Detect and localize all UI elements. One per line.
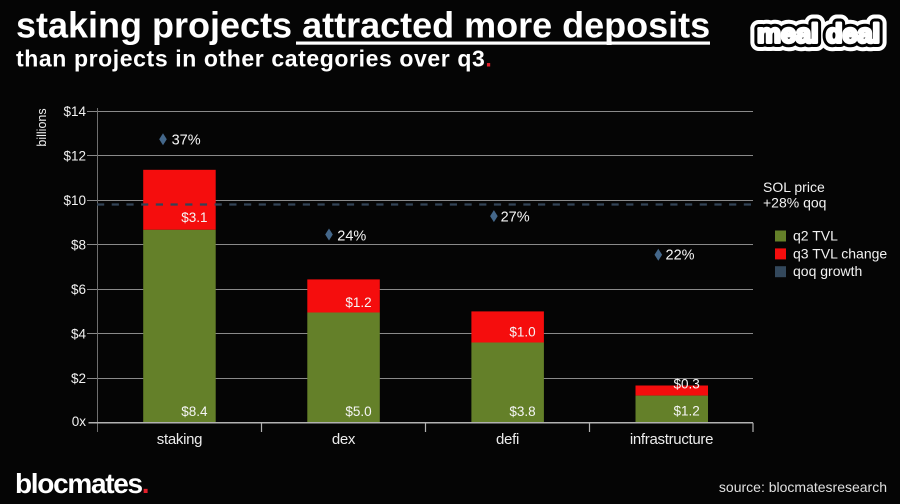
svg-text:$8: $8 [71, 238, 86, 253]
svg-text:meal deal: meal deal [757, 19, 880, 49]
svg-text:24%: 24% [337, 229, 366, 245]
svg-text:$14: $14 [63, 104, 86, 119]
svg-text:37%: 37% [172, 133, 201, 149]
svg-text:billions: billions [35, 108, 49, 146]
svg-text:q2 TVL: q2 TVL [793, 228, 838, 244]
svg-text:0x: 0x [72, 414, 87, 429]
svg-text:27%: 27% [501, 210, 530, 226]
svg-text:$8.4: $8.4 [181, 404, 208, 419]
svg-text:blocmates.: blocmates. [15, 468, 148, 499]
svg-text:staking projects attracted mor: staking projects attracted more deposits [16, 5, 710, 46]
svg-text:$4: $4 [71, 327, 87, 342]
svg-text:than projects in other categor: than projects in other categories over q… [16, 46, 492, 72]
svg-text:infrastructure: infrastructure [630, 431, 713, 448]
svg-text:$5.0: $5.0 [345, 404, 371, 419]
svg-text:staking: staking [157, 431, 202, 448]
svg-text:defi: defi [496, 431, 519, 448]
svg-text:$1.2: $1.2 [345, 295, 371, 310]
svg-text:$0.3: $0.3 [674, 377, 700, 392]
svg-text:q3 TVL change: q3 TVL change [793, 246, 887, 262]
svg-text:$6: $6 [71, 282, 86, 297]
svg-text:$3.1: $3.1 [181, 210, 207, 225]
svg-text:$1.2: $1.2 [674, 404, 700, 419]
svg-text:source: blocmatesresearch: source: blocmatesresearch [719, 479, 887, 495]
svg-text:+28% qoq: +28% qoq [763, 195, 826, 211]
svg-text:$3.8: $3.8 [509, 404, 535, 419]
svg-text:meal deal: meal deal [757, 19, 880, 49]
svg-text:$1.0: $1.0 [509, 325, 535, 340]
svg-text:$10: $10 [63, 193, 86, 208]
svg-text:dex: dex [332, 431, 356, 448]
svg-text:22%: 22% [666, 248, 695, 264]
svg-text:qoq growth: qoq growth [793, 263, 862, 279]
svg-text:$2: $2 [71, 371, 86, 386]
svg-text:SOL price: SOL price [763, 179, 825, 195]
svg-text:$12: $12 [63, 149, 86, 164]
